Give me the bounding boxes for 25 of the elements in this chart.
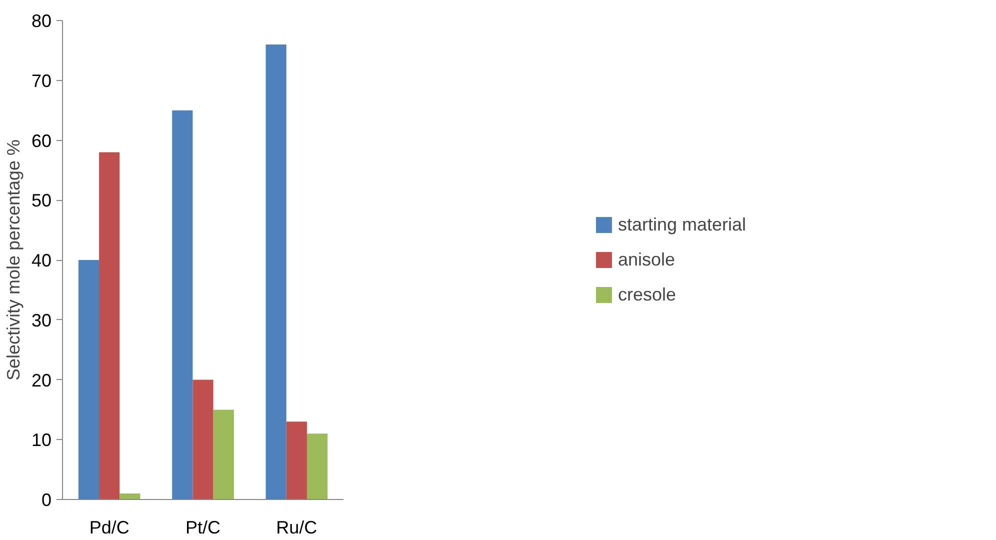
y-tick-label: 20 [31,370,52,390]
y-tick-label: 50 [31,190,52,211]
y-tick-label: 70 [31,70,52,91]
bar [306,434,328,500]
bar [286,422,307,500]
bar [172,110,193,500]
bar [99,152,120,500]
bar [78,260,100,500]
y-tick-label: 30 [31,310,52,330]
y-tick-label: 40 [31,250,52,270]
legend-label: starting material [618,214,746,235]
y-tick-label: 60 [31,130,52,151]
x-tick-label: Pd/C [89,518,130,538]
y-tick-label: 10 [31,430,52,450]
x-tick-label: Ru/C [276,518,318,538]
bar [120,494,140,500]
legend-label: cresole [618,284,676,305]
legend-label: anisole [618,249,676,270]
y-tick-label: 0 [41,490,52,510]
x-tick-label: Pt/C [185,518,221,538]
bar [266,44,286,500]
y-tick-label: 80 [31,11,52,31]
bar [192,380,214,500]
y-axis-title: Selectivity mole percentage % [3,139,24,381]
bar [213,410,234,500]
